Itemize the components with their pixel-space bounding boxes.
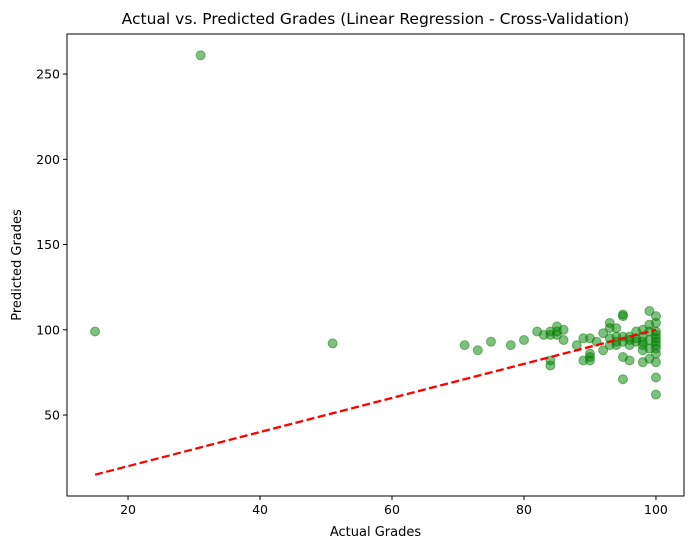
scatter-point (650, 389, 661, 400)
scatter-point (650, 348, 661, 359)
scatter-point (505, 340, 516, 351)
scatter-point (617, 374, 628, 385)
x-tick-label: 20 (120, 502, 136, 517)
scatter-point (650, 357, 661, 368)
scatter-point (644, 306, 655, 317)
scatter-point (650, 372, 661, 383)
scatter-point (624, 355, 635, 366)
scatter-point (90, 326, 101, 337)
y-tick-label: 250 (36, 67, 60, 82)
scatter-point (459, 340, 470, 351)
plot-frame (66, 33, 685, 497)
scatter-point (485, 336, 496, 347)
scatter-point (472, 345, 483, 356)
scatter-point (650, 317, 661, 328)
scatter-point (551, 329, 562, 340)
scatter-point (558, 335, 569, 346)
scatter-point (545, 360, 556, 371)
scatter-point (598, 328, 609, 339)
scatter-point (611, 323, 622, 334)
scatter-point (584, 355, 595, 366)
plot-area (66, 33, 685, 497)
y-axis-ticks: 50 100 150 200 250 (36, 67, 67, 423)
y-axis-label: Predicted Grades (10, 209, 25, 321)
scatter-point (518, 335, 529, 346)
scatter-point (195, 50, 206, 61)
x-tick-label: 40 (252, 502, 268, 517)
y-tick-label: 200 (36, 152, 60, 167)
plot-background (67, 34, 684, 496)
scatter-point (558, 324, 569, 335)
scatter-point (617, 311, 628, 322)
x-axis-ticks: 20 40 60 80 100 (120, 496, 668, 517)
series-layer (90, 50, 661, 476)
x-tick-label: 100 (644, 502, 668, 517)
scatter-point (598, 345, 609, 356)
regression-line (94, 328, 657, 476)
y-tick-label: 150 (36, 237, 60, 252)
chart-title: Actual vs. Predicted Grades (Linear Regr… (122, 10, 630, 28)
x-axis-label: Actual Grades (330, 525, 421, 540)
x-tick-label: 80 (516, 502, 532, 517)
scatter-point (327, 338, 338, 349)
y-tick-label: 50 (44, 408, 60, 423)
y-tick-label: 100 (36, 322, 60, 337)
x-tick-label: 60 (384, 502, 400, 517)
